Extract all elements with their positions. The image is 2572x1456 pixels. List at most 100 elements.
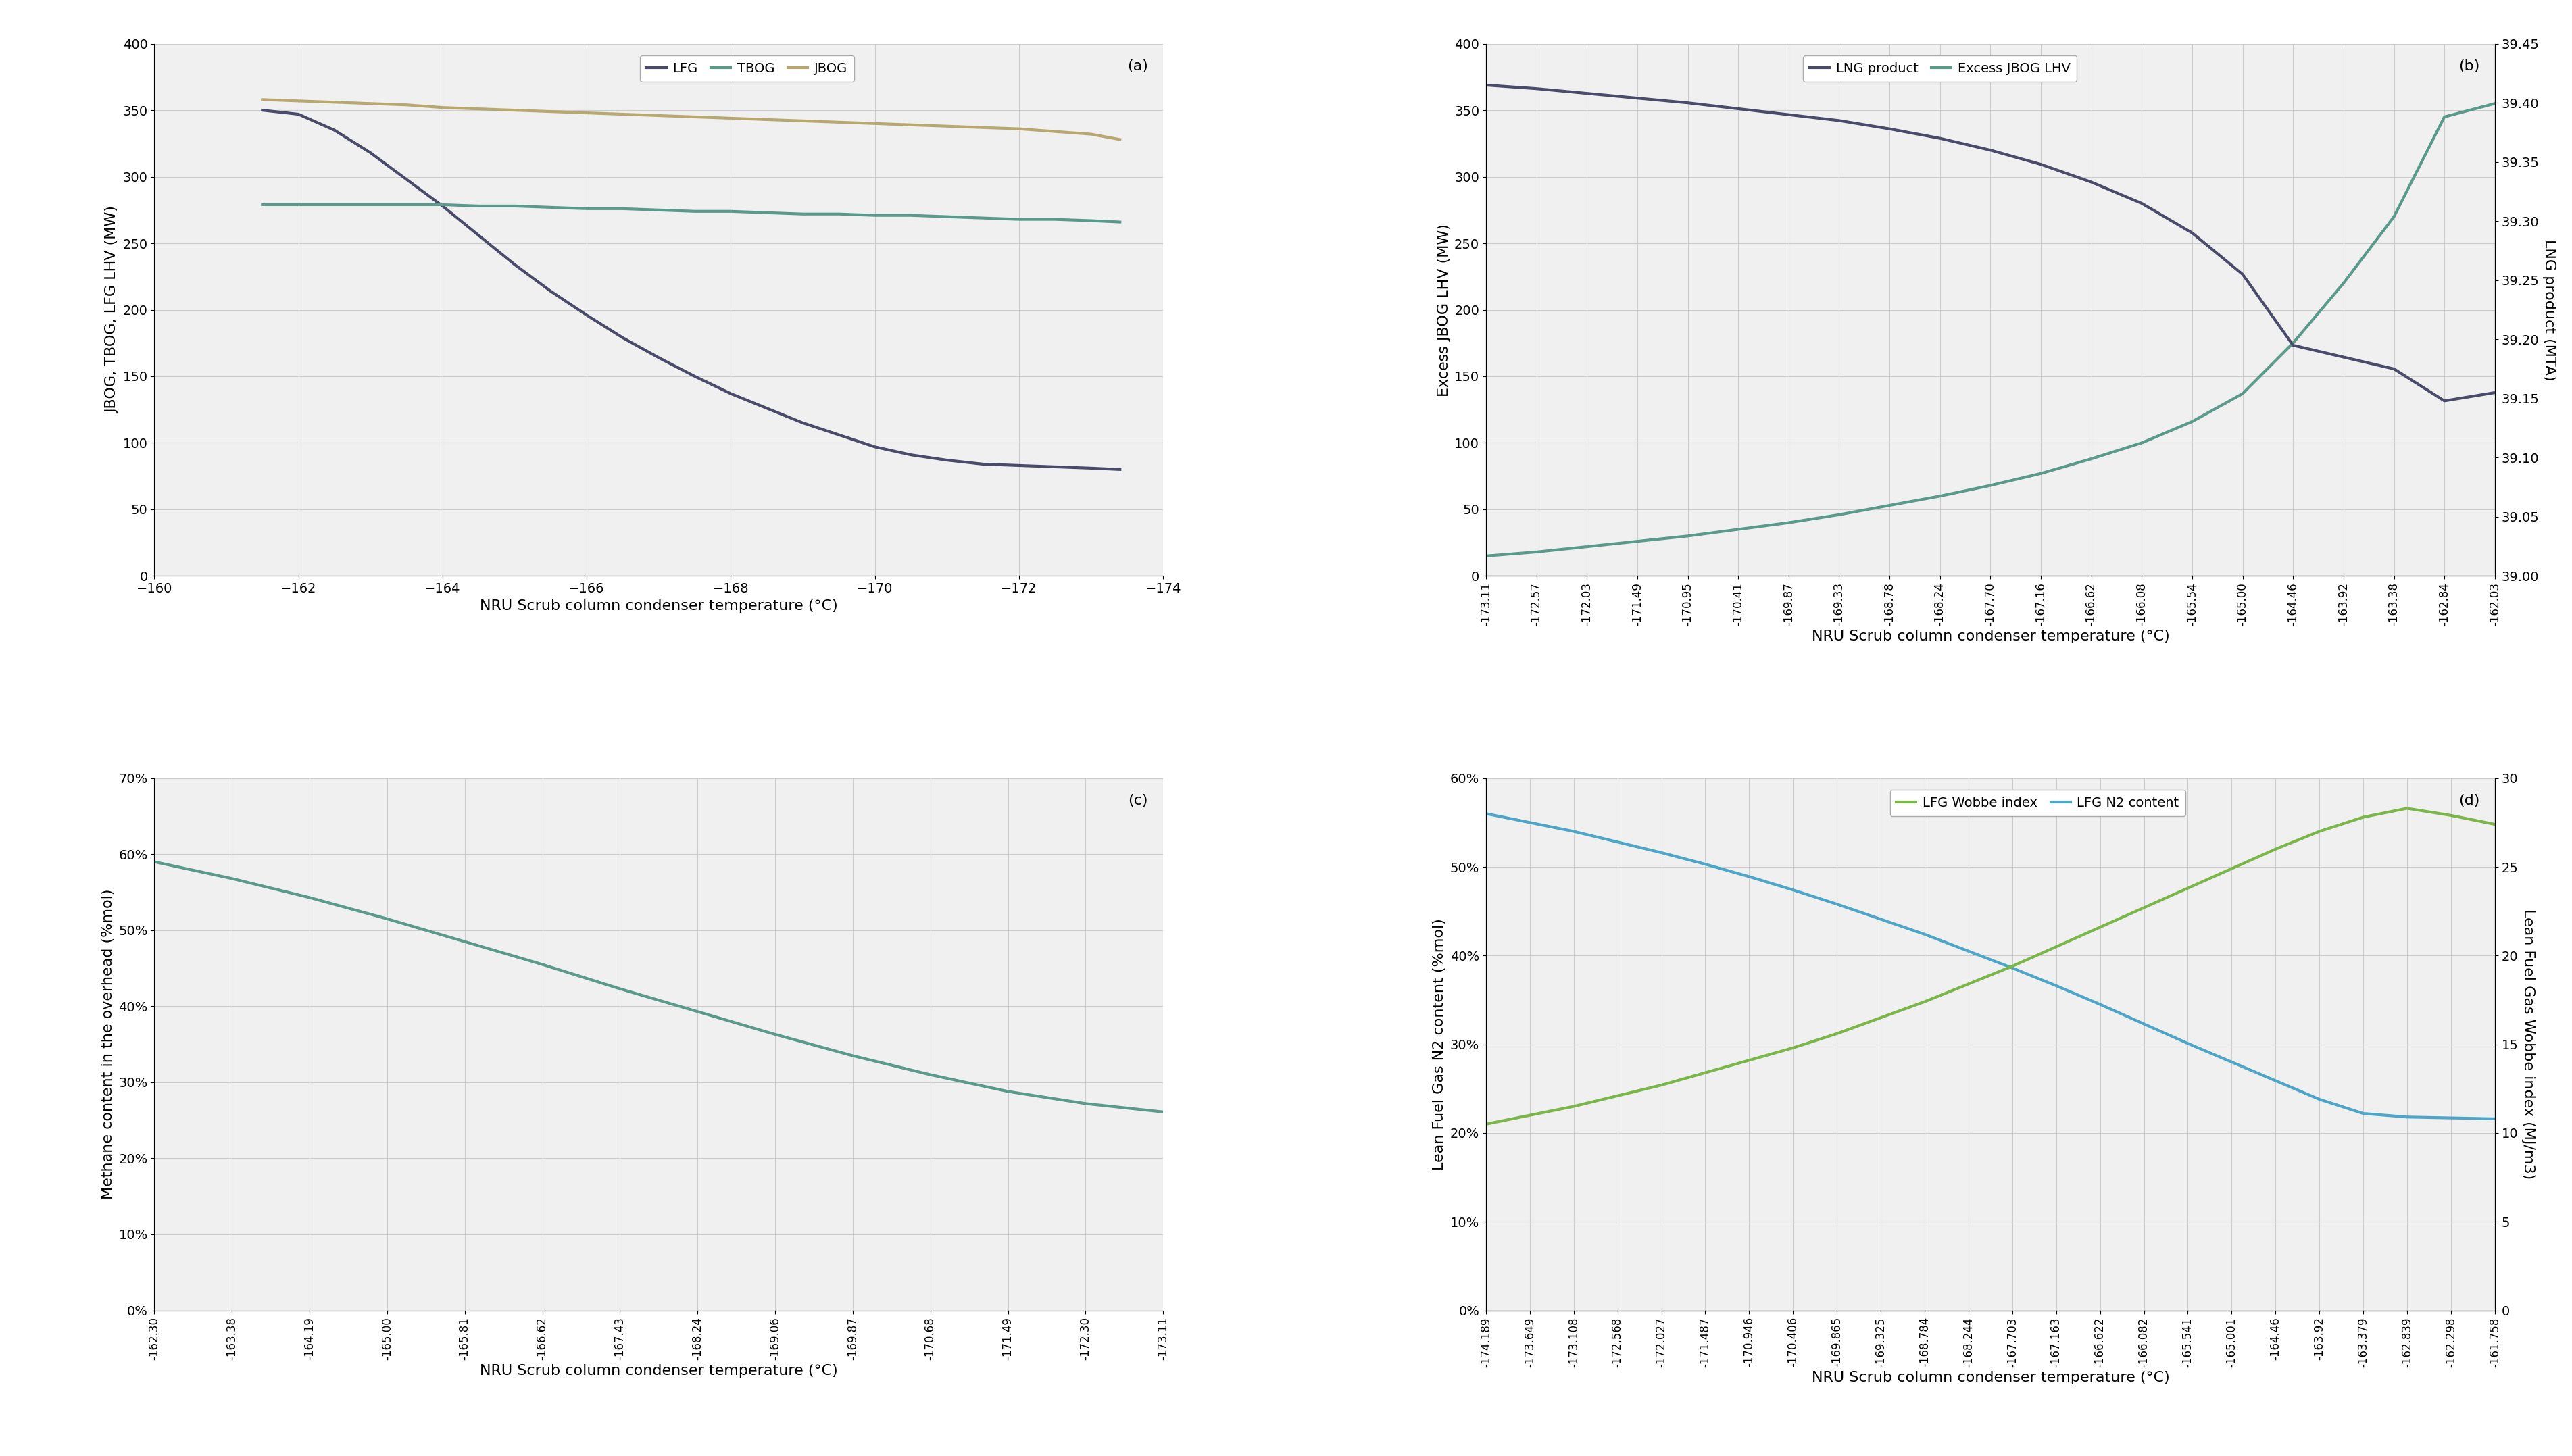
LFG (1103, 460, 1134, 478)
LNG product (1723, 100, 1754, 118)
JBOG (499, 102, 530, 119)
Excess JBOG LHV (1875, 496, 1906, 514)
TBOG (967, 210, 998, 227)
LNG product (2076, 173, 2106, 191)
Excess JBOG LHV (2024, 464, 2055, 482)
TBOG (427, 197, 458, 214)
LFG (715, 384, 746, 402)
LNG product (2127, 195, 2158, 213)
TBOG (247, 197, 278, 214)
JBOG (859, 115, 890, 132)
LFG (967, 456, 998, 473)
LNG product (1772, 106, 1803, 124)
TBOG (463, 197, 494, 214)
JBOG (571, 105, 602, 122)
Excess JBOG LHV (1571, 537, 1602, 555)
JBOG (1103, 131, 1134, 149)
LFG N2 content (1996, 960, 2027, 977)
LNG product (1875, 119, 1906, 137)
TBOG (643, 201, 674, 218)
LFG (787, 414, 818, 431)
LFG (499, 256, 530, 274)
LFG Wobbe index (1646, 1076, 1677, 1093)
LFG Wobbe index (1471, 1115, 1502, 1133)
Excess JBOG LHV (2227, 384, 2258, 402)
LFG Wobbe index (1602, 1088, 1633, 1105)
LFG N2 content (1908, 926, 1939, 943)
LFG Wobbe index (2217, 860, 2248, 878)
LFG (1003, 457, 1034, 475)
LNG product (2479, 384, 2510, 402)
LFG (679, 367, 710, 384)
Y-axis label: JBOG, TBOG, LFG LHV (MW): JBOG, TBOG, LFG LHV (MW) (105, 207, 118, 414)
LFG Wobbe index (1734, 1051, 1764, 1069)
LFG Wobbe index (1996, 958, 2027, 976)
TBOG (391, 197, 422, 214)
TBOG (679, 202, 710, 220)
Excess JBOG LHV (2127, 434, 2158, 451)
JBOG (751, 111, 782, 128)
Line: LFG: LFG (262, 111, 1119, 469)
LFG (931, 451, 962, 469)
LFG N2 content (2479, 1109, 2510, 1127)
LNG product (1924, 130, 1955, 147)
LNG product (2379, 360, 2410, 377)
Excess JBOG LHV (2479, 95, 2510, 112)
LNG product (1975, 141, 2006, 159)
Excess JBOG LHV (2379, 208, 2410, 226)
JBOG (535, 103, 566, 121)
Excess JBOG LHV (1723, 521, 1754, 539)
Excess JBOG LHV (1623, 533, 1654, 550)
LNG product (1471, 76, 1502, 93)
LFG N2 content (2173, 1035, 2204, 1053)
LFG N2 content (1690, 856, 1721, 874)
TBOG (499, 197, 530, 214)
LFG Wobbe index (1515, 1107, 1546, 1124)
JBOG (715, 109, 746, 127)
JBOG (679, 108, 710, 125)
LFG N2 content (1777, 881, 1808, 898)
X-axis label: NRU Scrub column condenser temperature (°C): NRU Scrub column condenser temperature (… (481, 598, 838, 613)
Legend: LFG Wobbe index, LFG N2 content: LFG Wobbe index, LFG N2 content (1890, 791, 2186, 815)
Text: (b): (b) (2459, 60, 2479, 73)
Excess JBOG LHV (1772, 514, 1803, 531)
LFG (247, 102, 278, 119)
TBOG (1003, 211, 1034, 229)
LNG product (1571, 84, 1602, 102)
X-axis label: NRU Scrub column condenser temperature (°C): NRU Scrub column condenser temperature (… (481, 1364, 838, 1377)
TBOG (1039, 211, 1070, 229)
Excess JBOG LHV (1924, 488, 1955, 505)
JBOG (931, 118, 962, 135)
JBOG (967, 119, 998, 137)
Excess JBOG LHV (2176, 414, 2207, 431)
JBOG (463, 100, 494, 118)
LNG product (1672, 95, 1703, 112)
LNG product (1623, 89, 1654, 106)
JBOG (355, 95, 386, 112)
LFG Wobbe index (2173, 879, 2204, 897)
LFG N2 content (2348, 1105, 2379, 1123)
LNG product (2024, 156, 2055, 173)
JBOG (247, 90, 278, 108)
LNG product (2328, 348, 2359, 365)
LFG Wobbe index (2305, 823, 2335, 840)
JBOG (391, 96, 422, 114)
LFG Wobbe index (2479, 815, 2510, 833)
LFG Wobbe index (2130, 898, 2160, 916)
TBOG (931, 208, 962, 226)
LNG product (1824, 112, 1854, 130)
LFG (535, 282, 566, 300)
LNG product (2176, 224, 2207, 242)
Line: TBOG: TBOG (262, 205, 1119, 221)
LFG N2 content (1602, 833, 1633, 850)
LFG N2 content (1471, 805, 1502, 823)
LFG N2 content (2436, 1109, 2467, 1127)
LFG Wobbe index (1690, 1064, 1721, 1082)
LFG N2 content (2392, 1108, 2423, 1125)
LFG (427, 197, 458, 214)
LFG Wobbe index (2392, 799, 2423, 817)
LFG Wobbe index (1821, 1025, 1852, 1042)
LFG (1039, 459, 1070, 476)
LNG product (2227, 265, 2258, 282)
LFG (859, 438, 890, 456)
